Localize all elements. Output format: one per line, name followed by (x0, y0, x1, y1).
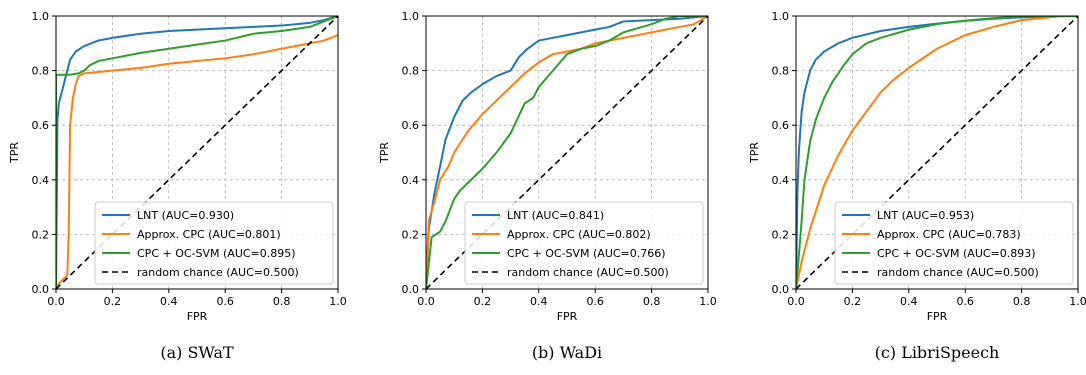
legend: LNT (AUC=0.953) Approx. CPC (AUC=0.783) CP… (834, 201, 1074, 285)
y-axis-label: TPR (748, 142, 761, 164)
y-tick-label: 0.6 (402, 119, 420, 132)
legend-box (834, 201, 1074, 285)
legend: LNT (AUC=0.930) Approx. CPC (AUC=0.801) CP… (94, 201, 334, 285)
y-tick-label: 0.0 (402, 283, 420, 296)
axes-frame (55, 15, 339, 290)
chart-panel-0: 0.0 0.2 0.4 0.6 0.8 1.0 0.0 0.2 0.4 0.6 0.8 1.0 FPR T… (8, 10, 347, 362)
legend-entry-0: LNT (AUC=0.953) (877, 209, 974, 222)
axes-frame (425, 15, 709, 290)
series-line-0 (56, 16, 338, 289)
y-tick-label: 0.0 (772, 283, 790, 296)
y-tick-label: 1.0 (772, 10, 790, 23)
y-tick-label: 1.0 (32, 10, 50, 23)
y-axis-label: TPR (378, 142, 391, 164)
x-tick-label: 0.4 (900, 295, 918, 308)
x-tick-label: 0.8 (1013, 295, 1031, 308)
y-axis-label: TPR (8, 142, 21, 164)
series-line-1 (56, 34, 338, 289)
panel-caption: (b) WaDi (532, 343, 602, 362)
y-tick-label: 0.0 (32, 283, 50, 296)
legend-entry-2: CPC + OC-SVM (AUC=0.766) (507, 247, 666, 260)
panel-caption: (a) SWaT (160, 343, 234, 362)
y-tick-label: 0.2 (402, 228, 420, 241)
panel-caption: (c) LibriSpeech (875, 343, 1000, 362)
axes-frame (795, 15, 1079, 290)
x-axis-label: FPR (927, 310, 948, 323)
y-tick-label: 0.2 (32, 228, 50, 241)
legend-entry-2: CPC + OC-SVM (AUC=0.895) (137, 247, 296, 260)
x-axis-label: FPR (557, 310, 578, 323)
x-tick-label: 0.0 (47, 295, 65, 308)
legend-box (94, 201, 334, 285)
x-tick-label: 0.2 (474, 295, 492, 308)
y-tick-label: 0.4 (32, 174, 50, 187)
y-tick-label: 0.8 (402, 65, 420, 78)
x-tick-label: 0.8 (273, 295, 291, 308)
series-line-0 (426, 16, 708, 289)
series-line-2 (426, 16, 708, 289)
y-tick-label: 0.4 (772, 174, 790, 187)
y-tick-label: 0.8 (32, 65, 50, 78)
chart-panel-1: 0.0 0.2 0.4 0.6 0.8 1.0 0.0 0.2 0.4 0.6 0.8 1.0 FPR T… (378, 10, 717, 362)
legend-entry-3: random chance (AUC=0.500) (137, 266, 299, 279)
x-tick-label: 0.2 (844, 295, 862, 308)
legend: LNT (AUC=0.841) Approx. CPC (AUC=0.802) CP… (464, 201, 704, 285)
x-tick-label: 1.0 (329, 295, 347, 308)
y-tick-label: 0.8 (772, 65, 790, 78)
x-tick-label: 0.4 (530, 295, 548, 308)
x-tick-label: 0.6 (956, 295, 974, 308)
x-tick-label: 0.0 (417, 295, 435, 308)
x-axis-label: FPR (187, 310, 208, 323)
series-line-2 (56, 16, 338, 289)
legend-entry-0: LNT (AUC=0.841) (507, 209, 604, 222)
legend-entry-3: random chance (AUC=0.500) (507, 266, 669, 279)
x-tick-label: 1.0 (699, 295, 717, 308)
x-tick-label: 0.4 (160, 295, 178, 308)
y-tick-label: 0.6 (772, 119, 790, 132)
x-tick-label: 0.8 (643, 295, 661, 308)
legend-entry-1: Approx. CPC (AUC=0.783) (877, 228, 1021, 241)
y-tick-label: 0.4 (402, 174, 420, 187)
legend-entry-3: random chance (AUC=0.500) (877, 266, 1039, 279)
x-tick-label: 1.0 (1069, 295, 1086, 308)
legend-entry-1: Approx. CPC (AUC=0.801) (137, 228, 281, 241)
series-line-1 (796, 16, 1078, 289)
y-tick-label: 0.2 (772, 228, 790, 241)
x-tick-label: 0.0 (787, 295, 805, 308)
legend-entry-0: LNT (AUC=0.930) (137, 209, 234, 222)
x-tick-label: 0.6 (216, 295, 234, 308)
x-tick-label: 0.6 (586, 295, 604, 308)
x-tick-label: 0.2 (104, 295, 122, 308)
chart-panel-2: 0.0 0.2 0.4 0.6 0.8 1.0 0.0 0.2 0.4 0.6 0.8 1.0 FPR T… (748, 10, 1086, 362)
legend-box (464, 201, 704, 285)
y-tick-label: 1.0 (402, 10, 420, 23)
y-tick-label: 0.6 (32, 119, 50, 132)
legend-entry-2: CPC + OC-SVM (AUC=0.893) (877, 247, 1036, 260)
legend-entry-1: Approx. CPC (AUC=0.802) (507, 228, 651, 241)
series-line-1 (426, 16, 708, 289)
series-line-2 (796, 16, 1078, 289)
